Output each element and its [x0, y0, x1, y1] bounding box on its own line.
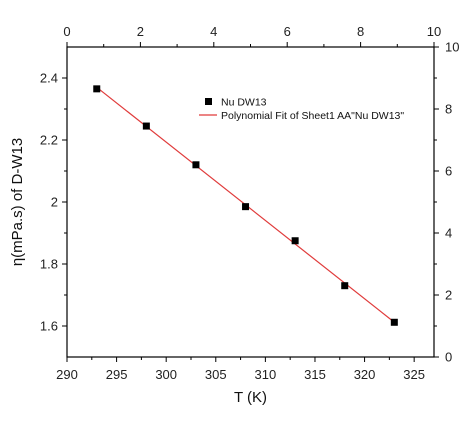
x-tick-label: 320	[354, 367, 376, 382]
data-point	[390, 318, 398, 326]
top-tick-label: 6	[284, 24, 291, 39]
right-tick-label: 2	[445, 288, 452, 303]
right-tick-label: 8	[445, 102, 452, 117]
y-tick-label: 2.4	[40, 71, 58, 86]
x-tick-label: 315	[304, 367, 326, 382]
top-tick-label: 0	[63, 24, 70, 39]
top-tick-label: 4	[210, 24, 217, 39]
top-tick-label: 8	[357, 24, 364, 39]
data-point	[242, 203, 250, 211]
legend-label-fit: Polynomial Fit of Sheet1 AA"Nu DW13"	[221, 110, 404, 122]
x-tick-label: 325	[403, 367, 425, 382]
right-tick-label: 10	[445, 40, 459, 55]
y-tick-label: 1.8	[40, 257, 58, 272]
y-axis-title: η(mPa.s) of D-W13	[9, 138, 26, 266]
x-tick-label: 290	[56, 367, 78, 382]
x-tick-label: 305	[205, 367, 227, 382]
y-tick-label: 2.2	[40, 133, 58, 148]
data-point	[341, 282, 349, 290]
x-tick-label: 295	[106, 367, 128, 382]
data-point	[142, 122, 150, 130]
y-tick-label: 1.6	[40, 319, 58, 334]
data-point	[192, 161, 200, 169]
legend-marker-scatter	[205, 98, 212, 105]
x-axis-title: T (K)	[234, 389, 267, 406]
top-tick-label: 10	[427, 24, 441, 39]
x-tick-label: 300	[155, 367, 177, 382]
top-tick-label: 2	[137, 24, 144, 39]
right-tick-label: 0	[445, 350, 452, 365]
y-tick-label: 2	[51, 195, 58, 210]
data-point	[93, 85, 101, 93]
right-tick-label: 6	[445, 164, 452, 179]
data-point	[291, 237, 299, 245]
right-tick-label: 4	[445, 226, 452, 241]
legend-label-scatter: Nu DW13	[221, 97, 267, 109]
x-tick-label: 310	[255, 367, 277, 382]
